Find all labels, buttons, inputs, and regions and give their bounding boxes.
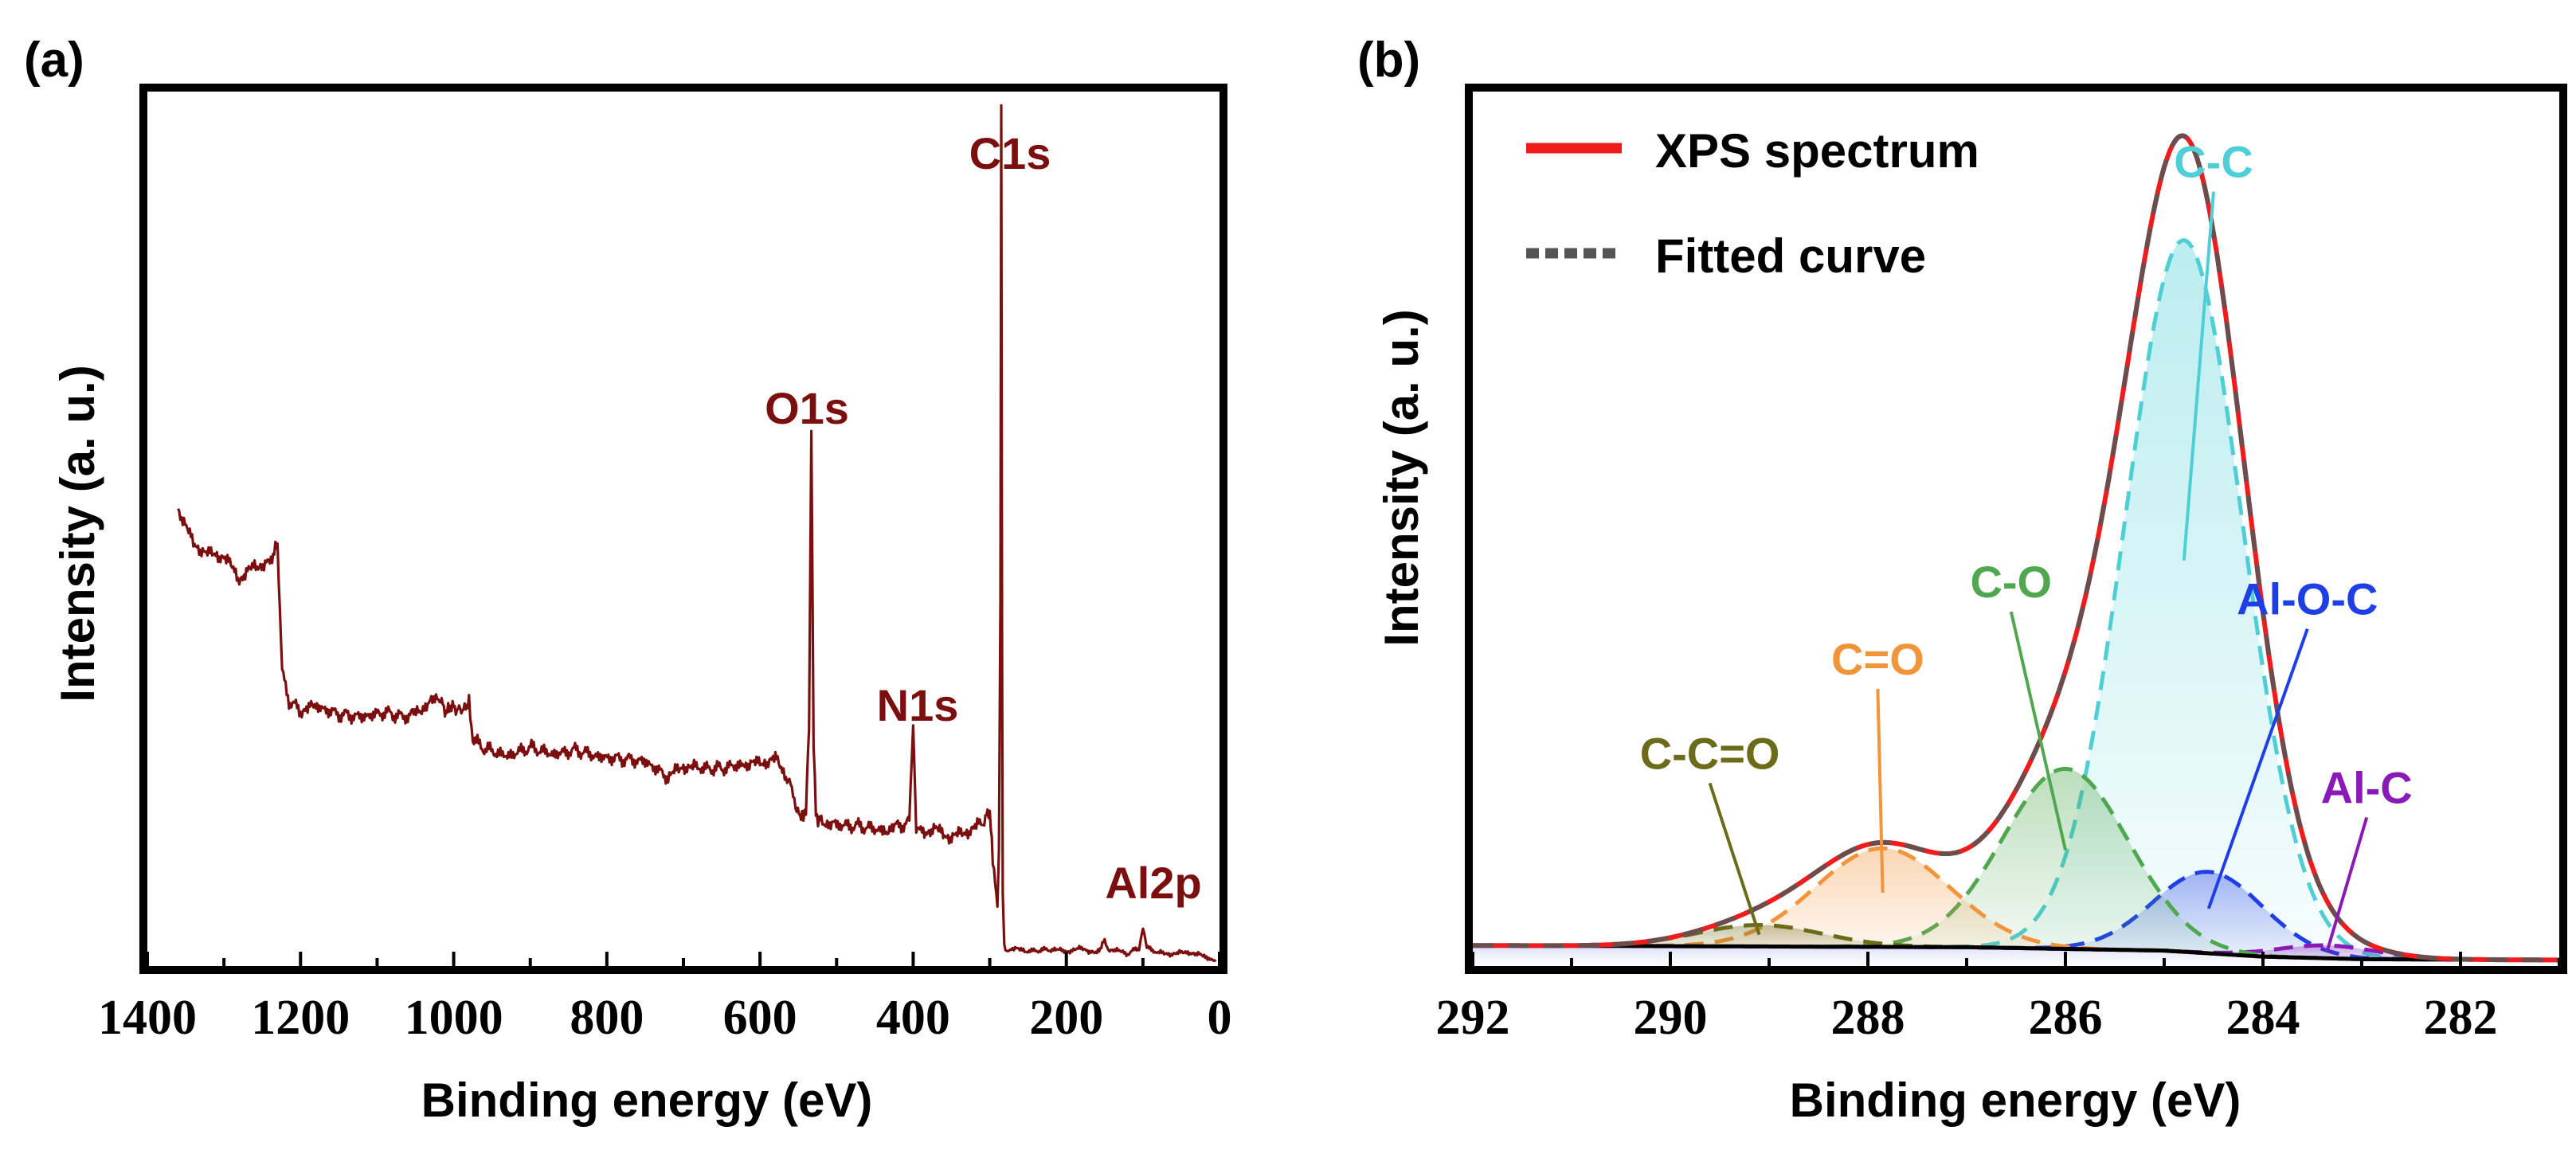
x-tick-label: 1200 [251,991,350,1045]
panel-b-y-axis-label: Intensity (a. u.) [1375,309,1428,646]
survey-spectrum-line [177,104,1217,963]
fitted-curve-line [1473,133,2559,963]
background-region [1473,945,2559,968]
component-fill-c-c [1769,240,2559,960]
x-tick-label: 292 [1436,991,1510,1045]
panel-b-x-axis-label: Binding energy (eV) [1790,1074,2241,1127]
panel-b-component-labels: C-C Al-O-C Al-C C-O C=O C-C=O [1640,137,2413,952]
leader-line-c-c [2182,191,2215,561]
panel-b-plot-area [1473,133,2559,968]
x-tick-label: 800 [570,991,644,1045]
leader-line-c-o [2009,611,2067,851]
panel-a-y-axis-label: Intensity (a. u.) [51,365,104,702]
peak-label-al2p: Al2p [1105,858,1201,908]
x-tick-label: 1000 [405,991,503,1045]
peak-label-n1s: N1s [877,680,959,730]
panel-a-label: (a) [24,33,84,88]
x-tick-label: 286 [2029,991,2103,1045]
x-tick-label: 290 [1634,991,1708,1045]
component-label-c-o: C=O [1831,634,1924,684]
panel-b-x-ticks: 292 290 288 286 284 282 [1436,952,2561,1045]
leader-line-al-o-c [2206,628,2309,909]
x-tick-label: 600 [723,991,797,1045]
x-tick-label: 1400 [98,991,197,1045]
panel-b-frame [1465,84,2567,974]
leader-line-c-c-o [1708,782,1761,936]
panel-a-peak-labels: C1s O1s N1s Al2p [765,128,1202,908]
leader-line-al-c [2325,816,2369,952]
x-tick-label: 284 [2226,991,2300,1045]
component-label-al-o-c: Al-O-C [2237,574,2378,624]
panel-a-plot-area [177,104,1217,963]
component-fill-c-o [1473,848,2356,960]
component-fill-al-o-c [1823,871,2558,960]
panel-a-x-axis-label: Binding energy (eV) [421,1074,873,1127]
x-tick-label: 0 [1208,991,1232,1045]
peak-label-c1s: C1s [969,128,1051,178]
panel-b: (b) 292 290 288 286 284 282 C-CAl-O-CAl-CC-OC… [1357,33,2567,1127]
x-tick-label: 200 [1029,991,1103,1045]
peak-label-o1s: O1s [765,383,849,433]
legend-xps-spectrum-label: XPS spectrum [1655,124,1979,178]
panel-b-legend: XPS spectrum Fitted curve [1526,124,1979,283]
background-line [1473,943,2559,962]
component-label-al-c: Al-C [2321,762,2413,812]
x-tick-label: 400 [876,991,950,1045]
x-tick-label: 282 [2424,991,2498,1045]
leader-line-c-o [1876,688,1885,893]
component-fill-c-o [1621,769,2510,960]
panel-b-label: (b) [1357,33,1420,88]
panel-a-frame [139,84,1227,974]
component-label-c-o: C-O [1970,557,2052,607]
legend-fitted-curve-label: Fitted curve [1655,229,1926,283]
x-tick-label: 288 [1831,991,1905,1045]
component-label-c-c: C-C [2174,137,2253,187]
panel-a-x-ticks: 1400 1200 1000 800 600 400 200 0 [98,952,1232,1045]
panel-a: (a) 1400 1200 1000 800 600 400 200 0 C1s O1s N1s A… [24,33,1232,1127]
component-label-c-c-o: C-C=O [1640,728,1780,778]
